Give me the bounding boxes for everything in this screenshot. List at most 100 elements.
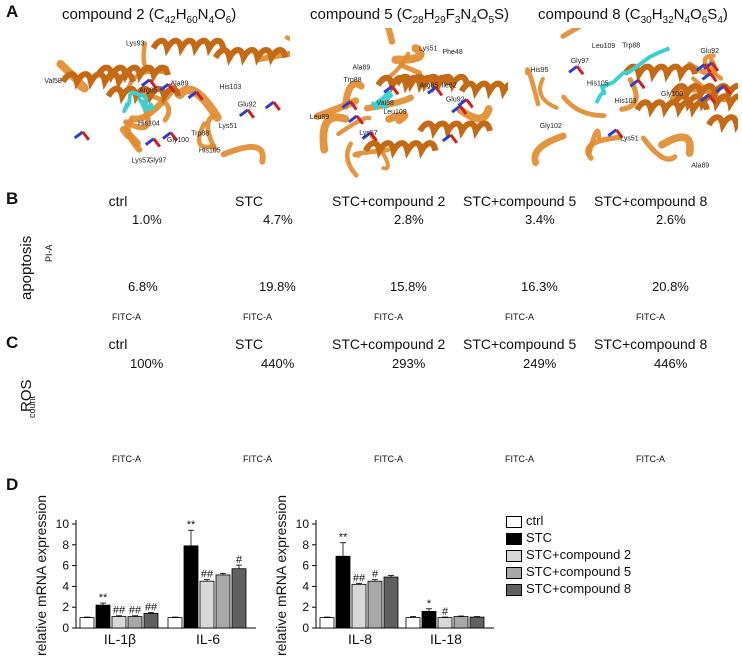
residue-label: His105 (199, 148, 221, 155)
apoptosis-condition-title: STC+compound 5 (463, 193, 577, 209)
bar (111, 616, 127, 629)
bar (95, 604, 111, 629)
legend-swatch (506, 515, 522, 528)
y-tick-label: 8 (62, 538, 69, 552)
y-tick-label: 4 (302, 579, 309, 593)
residue-stick (710, 61, 720, 72)
legend-item: STC (506, 530, 552, 545)
bar (231, 568, 247, 629)
structure-title-prefix: compound 2 (C (62, 6, 165, 23)
upper-right-percent: 3.4% (525, 212, 555, 227)
bar (453, 616, 469, 629)
formula-subscript: 29 (434, 15, 446, 26)
residue-stick (161, 131, 172, 140)
residue-label: Gly97 (571, 58, 589, 65)
y-axis-title: relative mRNA expression (273, 495, 289, 656)
panel-label-a: A (6, 2, 19, 21)
bar (335, 555, 351, 629)
y-tick-label: 4 (62, 579, 69, 593)
formula-subscript: 28 (412, 15, 424, 26)
helix (622, 63, 698, 83)
ligand-sticks (369, 90, 393, 110)
ros-percent: 249% (523, 356, 557, 371)
residue-label: Gly100 (167, 137, 189, 144)
legend-swatch (506, 566, 522, 579)
formula-subscript: 4 (717, 15, 723, 26)
x-axis-label: FITC-A (505, 312, 534, 322)
residue-label: Gly97 (148, 157, 166, 164)
residue-stick (575, 65, 585, 76)
bar (183, 545, 199, 629)
residue-label: Lys51 (219, 123, 238, 130)
formula-subscript: 60 (186, 15, 198, 26)
formula-subscript: 32 (662, 15, 674, 26)
bar (215, 574, 231, 629)
protein-ribbon (56, 59, 89, 93)
ros-condition-title: STC+compound 2 (332, 336, 446, 352)
formula-atom: H (423, 6, 435, 23)
protein-ribbon (284, 35, 290, 42)
significance-mark: ## (129, 605, 142, 617)
formula-atom: F (445, 6, 455, 23)
category-label: IL-6 (196, 631, 220, 647)
residue-stick (707, 94, 717, 104)
protein-ribbon (538, 76, 559, 110)
upper-right-percent: 4.7% (263, 212, 293, 227)
y-tick-label: 0 (62, 621, 69, 635)
y-tick-label: 6 (62, 559, 69, 573)
residue-stick (144, 137, 155, 146)
x-axis-label: FITC-A (243, 454, 272, 464)
residue-stick (246, 108, 256, 119)
bar (405, 617, 421, 629)
protein-ribbon (385, 111, 409, 125)
helix (394, 73, 470, 93)
protein-ribbon (138, 91, 172, 123)
residue-label: Val58 (377, 100, 394, 107)
residue-label: Ala89 (691, 163, 709, 170)
residue-stick (449, 133, 459, 144)
formula-atom: S (707, 6, 718, 23)
formula-atom: O (214, 6, 226, 23)
y-axis-label: PI-A (44, 244, 54, 262)
residue-label: Glu92 (700, 48, 719, 55)
formula-atom: O (476, 6, 489, 23)
x-axis-label: FITC-A (505, 454, 534, 464)
lower-right-percent: 15.8% (390, 279, 427, 294)
residue-label: Leu109 (592, 43, 615, 50)
formula-atom: S (494, 6, 505, 23)
significance-mark: # (442, 606, 449, 618)
significance-mark: ## (145, 601, 158, 613)
residue-stick (390, 85, 400, 96)
protein-ribbon (363, 94, 414, 112)
significance-mark: ** (187, 519, 196, 531)
residue-label: Phe48 (442, 49, 462, 56)
residue-stick (195, 90, 204, 101)
residue-stick (169, 131, 179, 142)
formula-close: ) (504, 6, 510, 23)
residue-stick (361, 131, 372, 140)
significance-mark: ## (353, 572, 366, 584)
structure-title: compound 5 (C28H29F3N4O5S) (310, 6, 509, 26)
residue-stick (615, 128, 624, 139)
apoptosis-row-label: apoptosis (18, 235, 35, 300)
bar (127, 616, 143, 629)
formula-subscript: 42 (164, 15, 176, 26)
y-tick-label: 2 (62, 600, 69, 614)
residue-label: Glu92 (238, 102, 257, 109)
ros-condition-title: STC+compound 8 (594, 336, 708, 352)
helix (706, 114, 738, 133)
residue-stick (355, 114, 365, 125)
formula-subscript: 4 (684, 15, 691, 26)
residue-label: Lys93 (126, 40, 145, 47)
helix (670, 83, 738, 102)
bar (383, 576, 399, 629)
category-label: IL-1β (104, 631, 136, 647)
residue-stick (369, 131, 378, 142)
legend-item: STC+compound 2 (506, 547, 631, 562)
significance-mark: ## (113, 605, 126, 617)
residue-stick (458, 105, 468, 115)
formula-subscript: 3 (454, 15, 461, 26)
lower-right-percent: 16.3% (521, 279, 558, 294)
residue-label: Arg85 (420, 83, 439, 90)
